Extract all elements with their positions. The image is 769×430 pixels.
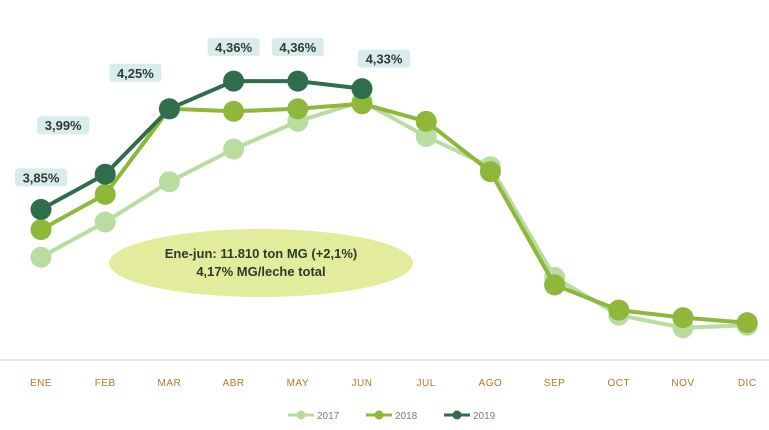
x-tick-label: NOV bbox=[671, 378, 694, 389]
data-label: 4,36% bbox=[215, 40, 252, 55]
point-2018-sep bbox=[544, 274, 566, 296]
data-label-group: 4,25% bbox=[109, 63, 162, 82]
data-label-group: 4,36% bbox=[207, 38, 260, 57]
data-label: 3,99% bbox=[45, 118, 82, 133]
point-2019-jun bbox=[351, 78, 373, 100]
data-label-group: 3,99% bbox=[37, 116, 90, 135]
x-tick-label: JUL bbox=[417, 378, 436, 389]
x-tick-label: MAY bbox=[287, 378, 309, 389]
point-2017-ene bbox=[30, 246, 52, 268]
point-2018-feb bbox=[94, 183, 116, 205]
series-2019 bbox=[30, 70, 373, 220]
data-label-box bbox=[358, 49, 410, 68]
data-label-box bbox=[271, 38, 324, 57]
data-label-layer: 3,85% 3,99% 4,25% 4,36% 4,36% 4,33% bbox=[15, 38, 410, 187]
series-line-2018 bbox=[40, 101, 748, 325]
legend-label: 2019 bbox=[473, 411, 496, 422]
x-tick-label: JUN bbox=[352, 378, 373, 389]
legend-item-2017: 2017 bbox=[288, 410, 340, 422]
x-tick-layer: ENE FEB MAR ABR MAY JUN JUL AGO SEP OCT NOV DIC bbox=[30, 378, 757, 389]
data-label-group: 4,33% bbox=[358, 49, 410, 68]
x-tick-label: FEB bbox=[95, 378, 116, 389]
point-2018-jul bbox=[415, 110, 437, 132]
legend-swatch-marker bbox=[452, 410, 462, 420]
series-2017 bbox=[30, 90, 758, 339]
x-tick-label: OCT bbox=[607, 378, 630, 389]
point-2018-abr bbox=[223, 100, 245, 122]
point-2017-jul bbox=[415, 125, 437, 147]
annotation-line-2: 4,17% MG/leche total bbox=[196, 264, 325, 279]
point-2018-dic bbox=[736, 312, 758, 334]
point-2017-feb bbox=[94, 211, 116, 233]
point-2018-jun bbox=[351, 93, 373, 115]
series-line-2017 bbox=[40, 99, 748, 330]
x-tick-label: ABR bbox=[223, 378, 245, 389]
annotation-ellipse bbox=[109, 229, 413, 297]
series-layer bbox=[30, 70, 758, 339]
legend-label: 2017 bbox=[317, 411, 340, 422]
data-label: 3,85% bbox=[23, 170, 60, 185]
data-label-group: 4,36% bbox=[271, 38, 324, 57]
point-2018-oct bbox=[608, 299, 630, 321]
data-label-box bbox=[207, 38, 260, 57]
point-2018-nov bbox=[672, 307, 694, 329]
legend-label: 2018 bbox=[395, 411, 418, 422]
x-tick-label: DIC bbox=[738, 378, 757, 389]
x-tick-label: AGO bbox=[479, 378, 503, 389]
x-tick-label: ENE bbox=[30, 378, 52, 389]
series-2018 bbox=[30, 93, 758, 334]
legend: 2017 2018 2019 bbox=[288, 410, 496, 422]
data-label-box bbox=[109, 63, 162, 82]
legend-item-2019: 2019 bbox=[444, 410, 496, 422]
point-2019-may bbox=[287, 70, 309, 92]
data-label-box bbox=[37, 116, 90, 135]
data-label: 4,33% bbox=[366, 52, 403, 67]
point-2019-ene bbox=[30, 198, 52, 220]
point-2018-may bbox=[287, 98, 309, 120]
point-2019-mar bbox=[158, 98, 180, 120]
data-label-group: 3,85% bbox=[15, 168, 67, 187]
data-label-box bbox=[15, 168, 67, 187]
legend-swatch-marker bbox=[374, 410, 384, 420]
legend-item-2018: 2018 bbox=[366, 410, 418, 422]
annotation-layer: Ene-jun: 11.810 ton MG (+2,1%) 4,17% MG/… bbox=[109, 229, 413, 297]
x-tick-label: MAR bbox=[158, 378, 182, 389]
x-tick-label: SEP bbox=[544, 378, 566, 389]
legend-swatch-marker bbox=[296, 410, 306, 420]
data-label: 4,25% bbox=[117, 66, 154, 81]
annotation-line-1: Ene-jun: 11.810 ton MG (+2,1%) bbox=[165, 246, 358, 261]
point-2019-abr bbox=[223, 70, 245, 92]
point-2017-abr bbox=[223, 138, 245, 160]
point-2017-mar bbox=[158, 171, 180, 193]
point-2018-ene bbox=[30, 219, 52, 241]
series-line-2019 bbox=[40, 79, 363, 212]
data-label: 4,36% bbox=[279, 40, 316, 55]
point-2019-feb bbox=[94, 163, 116, 185]
point-2018-ago bbox=[479, 161, 501, 183]
